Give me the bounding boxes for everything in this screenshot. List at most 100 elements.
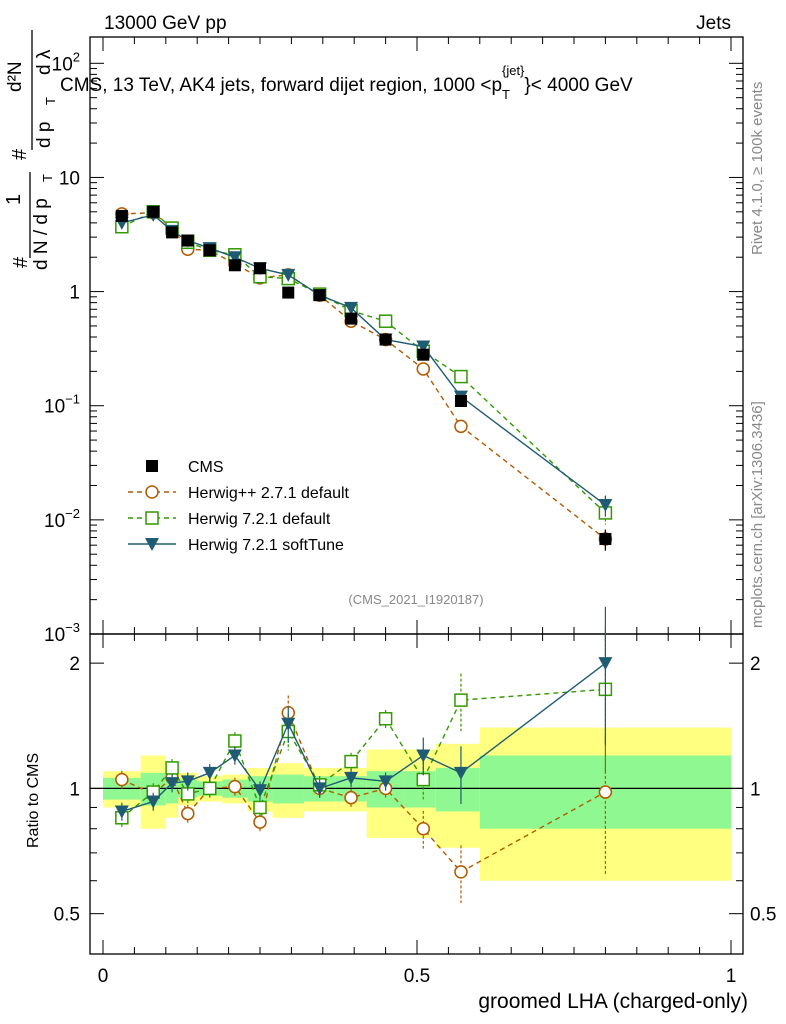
y-axis-label-main: # 1 d N / d p T # d²N d p T d λ [3,30,58,270]
data-point-ratio [202,766,217,780]
data-point-ratio [253,784,267,798]
legend-entry: Herwig++ 2.7.1 default [128,485,350,502]
data-point-ratio [114,805,129,819]
svg-text:d p: d p [34,122,55,148]
legend-entry: Herwig 7.2.1 softTune [128,537,344,554]
svg-text:T: T [43,97,58,105]
y-tick-label-main: 10−1 [44,392,80,418]
data-point-ratio [253,815,267,829]
data-point-main [147,205,160,218]
data-point-main [203,244,216,257]
data-point-ratio [181,806,195,821]
legend-entry: CMS [146,459,224,476]
data-point-main [228,259,241,272]
header-left: 13000 GeV pp [104,13,227,34]
data-point-ratio [146,795,161,809]
data-point-main [281,268,296,282]
svg-text:1: 1 [3,194,25,205]
series-cms [115,205,612,551]
data-point-ratio [253,800,267,815]
data-point-ratio [312,782,327,796]
data-point-main [598,498,613,512]
legend-label: Herwig++ 2.7.1 default [188,485,350,502]
data-point-ratio [203,781,217,796]
y-tick-label-ratio-right: 1 [750,779,761,800]
data-point-ratio [378,712,393,726]
analysis-id: (CMS_2021_I1920187) [348,592,483,607]
data-point-ratio [454,693,468,707]
y-tick-label-main: 10 [59,168,80,189]
data-point-ratio [344,754,358,769]
data-point-main [454,394,467,407]
uncertainty-bands [90,727,743,881]
data-point-ratio [281,717,296,731]
data-point-ratio [228,734,242,748]
data-point-main [181,234,194,247]
data-point-main [227,251,242,265]
y-tick-label-ratio: 2 [69,654,80,675]
data-point-main [254,262,266,275]
data-point-main [454,419,468,434]
data-point-ratio [453,766,468,780]
y-tick-label-main: 102 [52,49,80,75]
legend-marker [145,538,159,551]
svg-text:d λ: d λ [34,49,55,75]
legend-label: Herwig 7.2.1 default [188,511,331,528]
x-tick-label: 1 [726,966,737,987]
data-point-ratio [115,772,129,787]
x-axis-label: groomed LHA (charged-only) [478,990,748,1013]
data-point-main [454,369,468,384]
data-point-main [416,362,431,376]
data-point-main [378,314,393,328]
header-right: Jets [696,13,731,34]
y-tick-label-ratio-right: 0.5 [750,905,776,926]
mcplots-label: mcplots.cern.ch [arXiv:1306.3436] [749,401,766,628]
chart-title: CMS, 13 TeV, AK4 jets, forward dijet reg… [60,63,633,102]
data-point-ratio [454,865,468,879]
x-tick-label: 0.5 [404,966,430,987]
legend-marker [145,485,159,499]
series-line-main [121,212,606,540]
series-layer [114,205,613,903]
data-point-ratio [344,790,358,805]
data-point-main [417,348,430,361]
legend-label: Herwig 7.2.1 softTune [188,537,344,554]
y-tick-label-ratio-right: 2 [750,654,761,675]
y-tick-label-ratio: 0.5 [54,905,80,926]
data-point-ratio [378,775,393,789]
svg-text:#: # [10,256,32,268]
data-point-ratio [416,821,431,836]
y-tick-label-main: 10−2 [44,506,80,532]
rivet-label: Rivet 4.1.0, ≥ 100k events [749,82,766,255]
legend: CMS Herwig++ 2.7.1 default Herwig 7.2.1 de… [128,459,350,554]
data-point-main [282,286,295,299]
data-point-ratio [598,785,613,799]
band-green [435,767,480,812]
data-point-ratio [344,771,359,785]
data-point-ratio [165,777,180,791]
y-tick-label-ratio: 1 [69,779,80,800]
svg-text:T: T [40,174,55,182]
data-point-main [166,226,179,239]
axis-ticks: 0 0.5 1 102 10 1 10−1 10−2 10−3 0.5 0.5 1 1 2 2 [44,37,776,987]
data-point-main [115,209,128,222]
data-point-ratio [598,657,613,671]
y-tick-label-main: 10−3 [44,620,80,646]
data-point-ratio [416,749,431,763]
data-point-ratio [227,749,242,763]
legend-entry: Herwig 7.2.1 default [128,511,331,528]
x-tick-label: 0 [98,966,109,987]
data-point-main [599,532,612,545]
data-point-ratio [180,775,195,789]
data-point-ratio [228,779,242,794]
y-axis-label-ratio: Ratio to CMS [25,753,42,848]
data-point-ratio [165,761,179,775]
legend-marker [146,460,158,472]
svg-text:d N / d p: d N / d p [31,198,52,270]
svg-text:#: # [9,148,31,160]
data-point-main [345,312,358,325]
svg-text:d²N: d²N [5,61,26,92]
y-tick-label-main: 1 [69,283,80,304]
data-point-main [416,340,431,354]
